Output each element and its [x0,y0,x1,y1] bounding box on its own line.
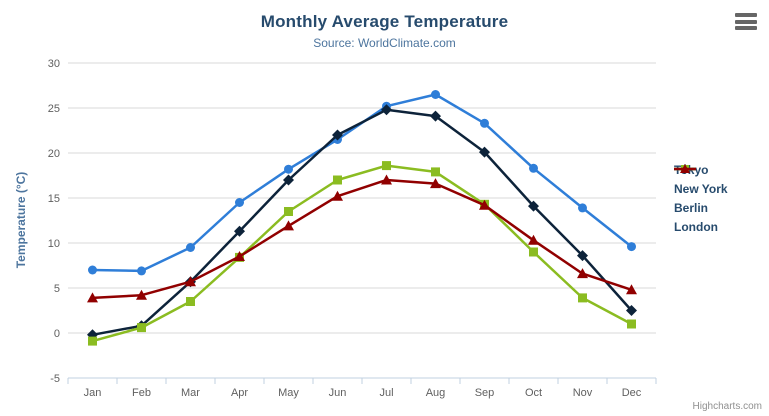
data-point-marker[interactable] [136,289,147,300]
data-point-marker[interactable] [381,104,392,116]
x-axis-label: Jan [84,387,102,399]
data-point-marker[interactable] [87,292,98,303]
legend-label: New York [674,182,728,196]
chart-context-menu-button[interactable] [735,13,757,30]
data-point-marker[interactable] [627,319,636,329]
y-axis-label: 5 [54,283,60,295]
data-point-marker[interactable] [235,198,244,207]
data-point-marker[interactable] [382,161,391,171]
data-point-marker[interactable] [479,146,490,158]
y-axis-label: 20 [48,148,60,160]
data-point-marker[interactable] [430,178,441,189]
data-point-marker[interactable] [185,276,196,287]
series-line-london[interactable] [91,178,633,300]
data-point-marker[interactable] [627,242,636,252]
data-point-marker[interactable] [626,305,637,316]
y-axis-label: -5 [50,373,60,385]
data-point-marker[interactable] [480,118,489,128]
data-point-marker[interactable] [577,250,588,262]
data-point-marker[interactable] [234,251,245,261]
data-point-marker[interactable] [479,199,490,210]
data-point-marker[interactable] [88,265,97,275]
x-axis-label: Feb [132,387,151,399]
data-point-marker[interactable] [333,175,342,185]
series-line-new-york[interactable] [91,108,633,337]
data-point-marker[interactable] [283,220,294,231]
legend-label: London [674,220,718,234]
y-axis-label: 15 [48,193,60,205]
data-point-marker[interactable] [577,268,588,279]
x-axis-label: Oct [525,387,542,399]
data-point-marker[interactable] [528,234,539,245]
y-axis-label: 25 [48,103,60,115]
data-point-marker[interactable] [332,190,343,201]
x-axis-label: Jul [379,387,393,399]
hamburger-icon [735,13,757,17]
data-point-marker[interactable] [88,336,97,346]
data-point-marker[interactable] [137,266,146,276]
y-axis-label: 30 [48,58,60,70]
y-axis-label: 0 [54,328,60,340]
data-point-marker[interactable] [680,164,690,173]
chart-subtitle: Source: WorldClimate.com [313,36,456,50]
x-axis-label: Jun [329,387,347,399]
data-point-marker[interactable] [137,323,146,333]
series-line-berlin[interactable] [91,164,633,343]
series-new-york [87,104,637,341]
highcharts-credit[interactable]: Highcharts.com [692,401,762,412]
series-tokyo [88,90,636,276]
y-axis-label: 10 [48,238,60,250]
triangle-marker-icon [674,164,696,173]
legend-label: Berlin [674,201,709,215]
data-point-marker[interactable] [284,164,293,174]
x-axis-label: Nov [573,387,593,399]
data-point-marker[interactable] [431,167,440,177]
data-point-marker[interactable] [578,293,587,303]
legend-item-new-york[interactable]: New York [674,164,728,196]
series-london [87,174,637,303]
data-point-marker[interactable] [234,225,245,237]
data-point-marker[interactable] [626,284,637,295]
x-axis-label: Dec [622,387,642,399]
legend-item-london[interactable]: London [674,164,728,234]
data-point-marker[interactable] [332,129,343,141]
data-point-marker[interactable] [578,203,587,213]
hamburger-icon [735,26,757,30]
data-point-marker[interactable] [528,200,539,212]
data-point-marker[interactable] [283,174,294,186]
data-point-marker[interactable] [431,90,440,99]
legend-item-berlin[interactable]: Berlin [674,165,728,215]
data-point-marker[interactable] [529,247,538,257]
data-point-marker[interactable] [284,207,293,216]
x-axis-label: Sep [475,387,495,399]
data-point-marker[interactable] [186,243,195,252]
x-axis-label: May [278,387,299,399]
chart-title: Monthly Average Temperature [260,12,509,31]
data-point-marker[interactable] [430,110,441,122]
series-line-tokyo[interactable] [91,93,633,273]
data-point-marker[interactable] [381,174,392,185]
data-point-marker[interactable] [186,297,195,306]
x-axis-label: Aug [426,387,446,399]
hamburger-icon [735,19,757,24]
x-axis-label: Apr [231,387,248,399]
data-point-marker[interactable] [529,163,538,173]
x-axis-label: Mar [181,387,200,399]
